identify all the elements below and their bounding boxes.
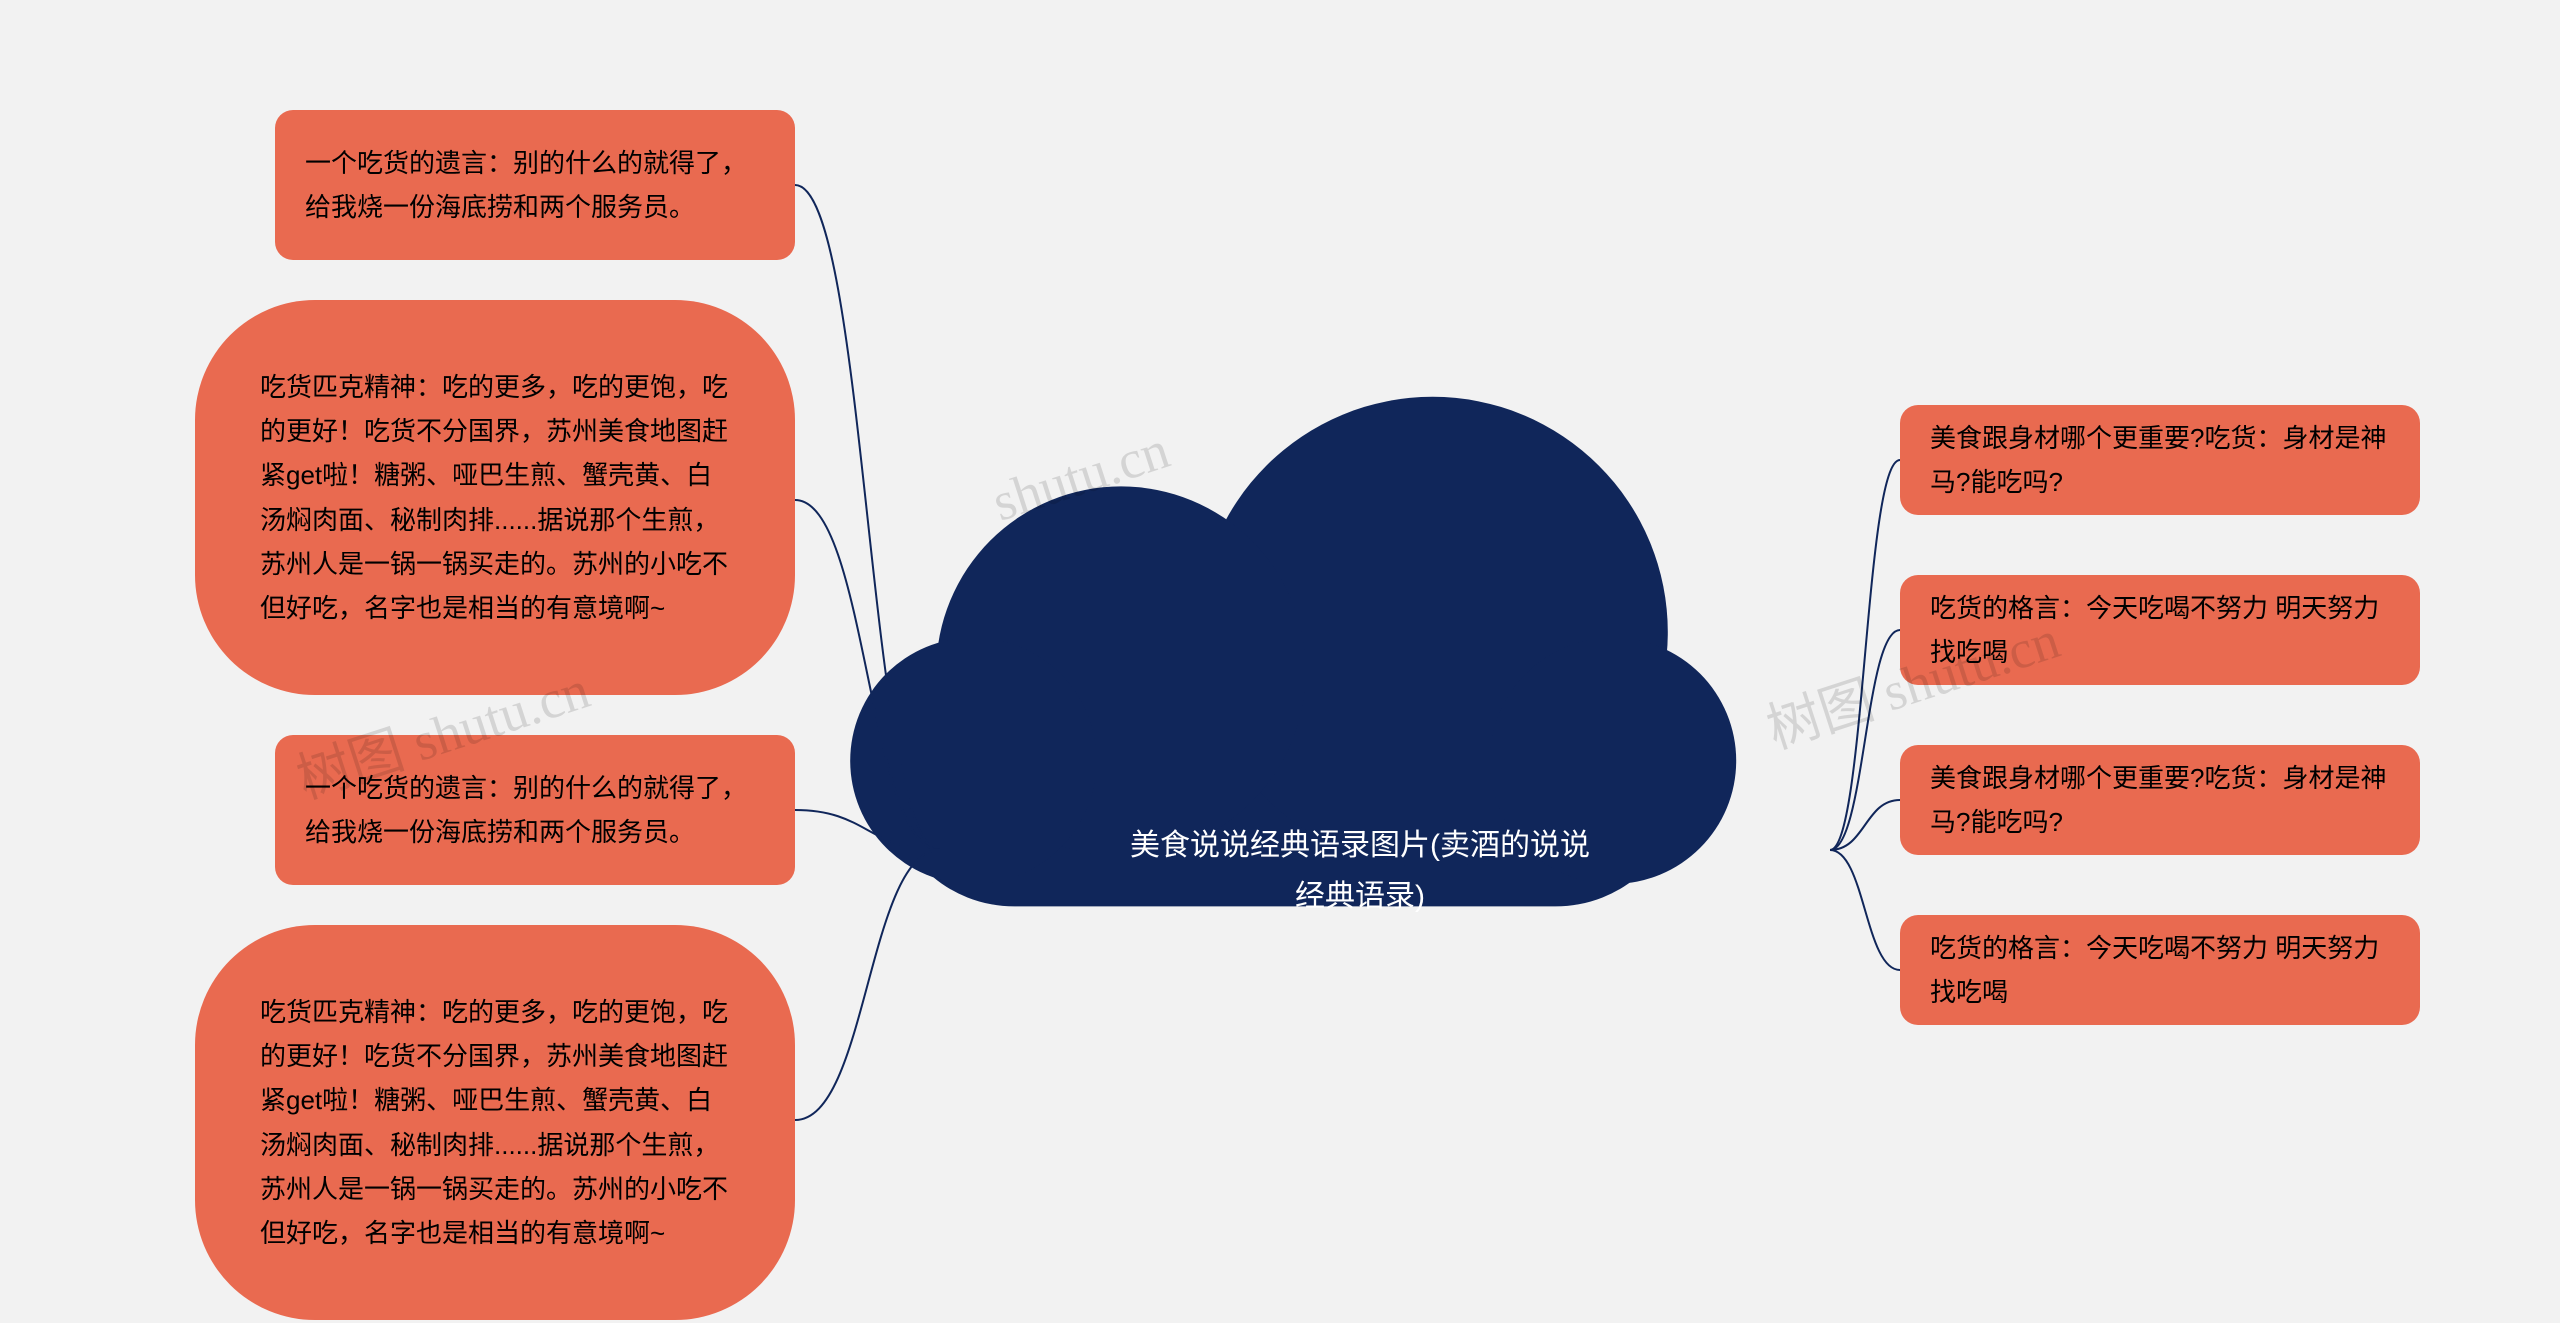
left-node-0-text: 一个吃货的遗言：别的什么的就得了，给我烧一份海底捞和两个服务员。: [305, 141, 765, 229]
left-node-3-text: 吃货匹克精神：吃的更多，吃的更饱，吃的更好！吃货不分国界，苏州美食地图赶紧get…: [260, 990, 730, 1255]
right-node-3-text: 吃货的格言：今天吃喝不努力 明天努力找吃喝: [1930, 926, 2390, 1014]
watermark-1: shutu.cn: [985, 418, 1177, 533]
center-node-label: 美食说说经典语录图片(卖酒的说说经典语录): [1130, 820, 1590, 922]
left-node-2: 一个吃货的遗言：别的什么的就得了，给我烧一份海底捞和两个服务员。: [275, 735, 795, 885]
left-node-1-text: 吃货匹克精神：吃的更多，吃的更饱，吃的更好！吃货不分国界，苏州美食地图赶紧get…: [260, 365, 730, 630]
mindmap-canvas: 美食说说经典语录图片(卖酒的说说经典语录) 一个吃货的遗言：别的什么的就得了，给…: [0, 0, 2560, 1323]
left-node-1: 吃货匹克精神：吃的更多，吃的更饱，吃的更好！吃货不分国界，苏州美食地图赶紧get…: [195, 300, 795, 695]
left-node-3: 吃货匹克精神：吃的更多，吃的更饱，吃的更好！吃货不分国界，苏州美食地图赶紧get…: [195, 925, 795, 1320]
right-node-0-text: 美食跟身材哪个更重要?吃货：身材是神马?能吃吗?: [1930, 416, 2390, 504]
right-node-3: 吃货的格言：今天吃喝不努力 明天努力找吃喝: [1900, 915, 2420, 1025]
left-node-0: 一个吃货的遗言：别的什么的就得了，给我烧一份海底捞和两个服务员。: [275, 110, 795, 260]
left-node-2-text: 一个吃货的遗言：别的什么的就得了，给我烧一份海底捞和两个服务员。: [305, 766, 765, 854]
right-node-0: 美食跟身材哪个更重要?吃货：身材是神马?能吃吗?: [1900, 405, 2420, 515]
right-node-2: 美食跟身材哪个更重要?吃货：身材是神马?能吃吗?: [1900, 745, 2420, 855]
right-node-1-text: 吃货的格言：今天吃喝不努力 明天努力找吃喝: [1930, 586, 2390, 674]
right-node-1: 吃货的格言：今天吃喝不努力 明天努力找吃喝: [1900, 575, 2420, 685]
right-node-2-text: 美食跟身材哪个更重要?吃货：身材是神马?能吃吗?: [1930, 756, 2390, 844]
